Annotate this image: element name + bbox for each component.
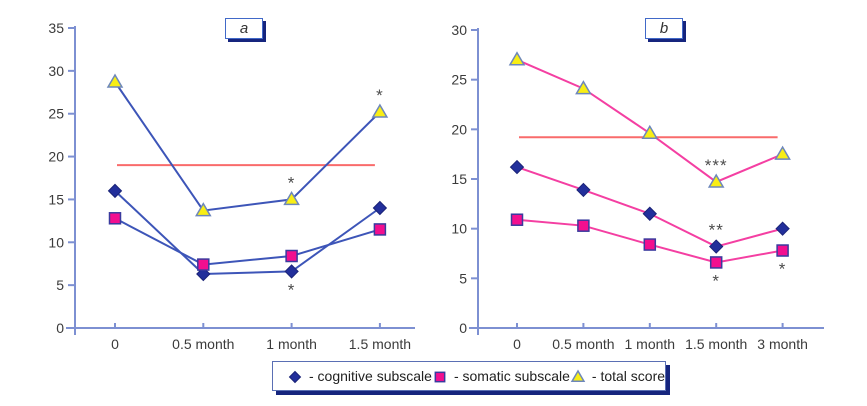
- x-tick-label: 0: [513, 336, 521, 352]
- total-score-point: [106, 73, 124, 88]
- chart-a-title: a: [225, 18, 263, 39]
- chart-b-title: b: [645, 18, 683, 39]
- y-tick-label: 25: [451, 72, 467, 88]
- significance-annotation: *: [376, 86, 384, 105]
- legend-item-cognitive-subscale: - cognitive subscale: [287, 368, 432, 384]
- somatic-subscale-point: [577, 219, 590, 232]
- y-tick-label: 25: [48, 106, 64, 122]
- square-glyph: [434, 371, 446, 382]
- somatic-subscale-line: [114, 217, 381, 266]
- diamond-icon: [288, 370, 302, 383]
- y-tick-label: 30: [451, 22, 467, 38]
- legend: - cognitive subscale - somatic subscale - …: [272, 361, 666, 391]
- somatic-subscale-point: [285, 249, 298, 263]
- x-tick-label: 0.5 month: [552, 336, 614, 352]
- diamond-glyph: [288, 370, 302, 383]
- square-icon: [434, 371, 446, 382]
- significance-annotation: *: [712, 271, 720, 290]
- somatic-subscale-point: [709, 256, 723, 269]
- significance-annotation: **: [709, 221, 724, 240]
- x-tick-label: 1.5 month: [349, 336, 411, 352]
- somatic-subscale-point: [776, 244, 789, 257]
- somatic-subscale-point: [108, 212, 122, 225]
- total-score-point: [641, 124, 659, 140]
- triangle-icon: [570, 369, 586, 382]
- chart-b-title-label: b: [659, 20, 669, 37]
- y-tick-label: 30: [48, 63, 64, 79]
- y-tick-label: 10: [48, 234, 64, 250]
- total-score-point: [283, 190, 300, 206]
- somatic-subscale-point: [510, 213, 524, 226]
- total-score-point: [575, 80, 592, 95]
- y-tick-label: 0: [459, 320, 467, 336]
- somatic-subscale-point: [643, 238, 657, 251]
- x-tick-label: 1.5 month: [685, 336, 747, 352]
- y-tick-label: 15: [48, 191, 64, 207]
- cognitive-subscale-line: [114, 190, 381, 276]
- y-tick-label: 10: [451, 221, 467, 237]
- x-tick-label: 0.5 month: [172, 336, 234, 352]
- somatic-subscale-point: [373, 223, 387, 236]
- x-tick-label: 1 month: [266, 336, 317, 352]
- triangle-glyph: [570, 369, 586, 382]
- y-tick-label: 15: [451, 171, 467, 187]
- legend-label: - cognitive subscale: [309, 368, 432, 384]
- y-tick-label: 0: [56, 320, 64, 336]
- legend-label: - somatic subscale: [453, 368, 570, 384]
- cognitive-subscale-point: [509, 159, 525, 175]
- total-score-point: [508, 51, 526, 66]
- x-tick-label: 3 month: [757, 336, 808, 352]
- chart-b-canvas: 0 5 10 15 20 25 30 0 0.5 month 1 month 1.5 month 3 …: [451, 22, 824, 352]
- significance-annotation: *: [288, 280, 296, 299]
- cognitive-subscale-point: [775, 221, 790, 236]
- y-tick-label: 35: [48, 20, 64, 36]
- y-tick-label: 20: [48, 149, 64, 165]
- significance-annotation: *: [779, 260, 787, 279]
- y-tick-label: 20: [451, 121, 467, 137]
- significance-annotation: ***: [705, 156, 728, 175]
- legend-label: - total score: [591, 368, 666, 384]
- x-tick-label: 1 month: [625, 336, 676, 352]
- legend-item-total-score: - total score: [570, 368, 665, 384]
- total-score-line: [114, 81, 381, 212]
- significance-annotation: *: [288, 173, 296, 192]
- legend-item-somatic-subscale: - somatic subscale: [432, 368, 570, 384]
- cognitive-subscale-point: [708, 239, 724, 254]
- cognitive-subscale-point: [107, 183, 123, 199]
- y-tick-label: 5: [459, 270, 467, 286]
- chart-a-canvas: 0 5 10 15 20 25 30 35 0 0.5 month 1 month 1.5 month…: [48, 20, 415, 352]
- cognitive-subscale-point: [642, 206, 658, 221]
- somatic-subscale-point: [197, 258, 210, 271]
- cognitive-subscale-point: [576, 182, 591, 198]
- total-score-point: [371, 103, 389, 118]
- total-score-point: [194, 202, 212, 217]
- y-tick-label: 5: [56, 277, 64, 293]
- cognitive-subscale-point: [284, 264, 299, 279]
- total-score-line: [516, 58, 783, 184]
- x-tick-label: 0: [111, 336, 119, 352]
- total-score-point: [707, 173, 725, 188]
- chart-a-title-label: a: [239, 20, 249, 37]
- total-score-point: [774, 145, 791, 160]
- cognitive-subscale-point: [372, 200, 388, 216]
